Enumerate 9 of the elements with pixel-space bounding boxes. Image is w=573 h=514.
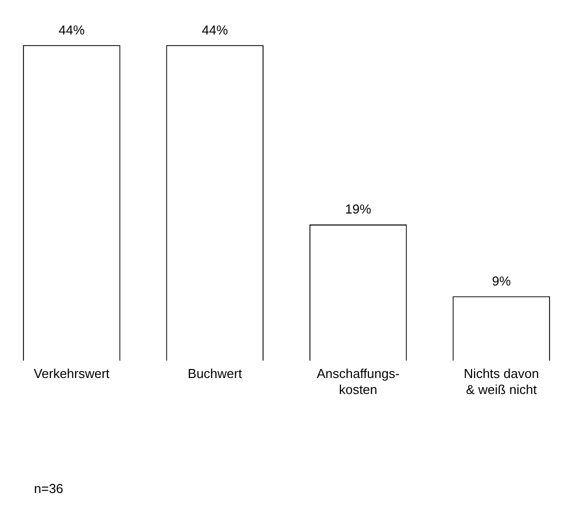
x-tick-label: Buchwert [188, 366, 242, 382]
data-label: 19% [345, 202, 372, 217]
data-label: 44% [202, 22, 228, 38]
text: n=36 [34, 481, 64, 496]
x-tick-label: Nichts davon & weiß nicht [464, 366, 539, 397]
x-tick-label: Anschaffungs- kosten [316, 366, 400, 397]
x-tick-label: Verkehrswert [34, 366, 110, 382]
data-label: 9% [492, 273, 512, 288]
data-label: 44% [58, 22, 86, 38]
